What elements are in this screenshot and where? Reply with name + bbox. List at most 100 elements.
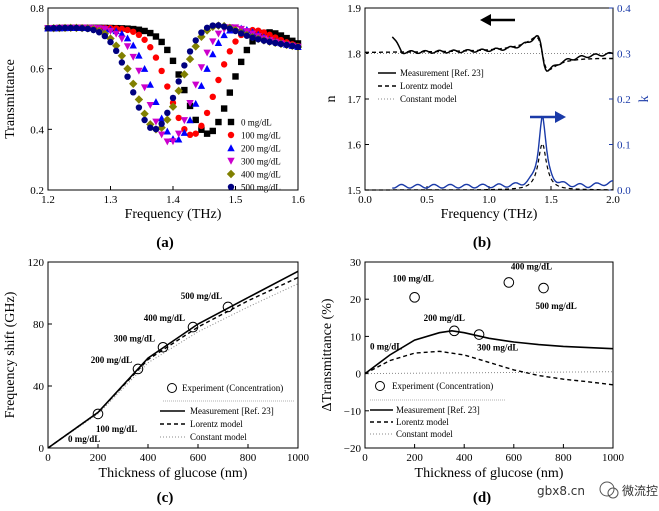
panel-a-point: [135, 51, 143, 59]
panel-a-point: [215, 118, 222, 126]
panel-a-point: [209, 127, 216, 135]
panel-a-point: [163, 127, 172, 135]
panel-a-point: [272, 30, 279, 37]
panel-a-point: [130, 28, 137, 35]
panel-d-xtick-label: 800: [555, 452, 572, 464]
panel-c-experiment-point: [157, 341, 169, 353]
panel-d-frame: [364, 261, 614, 449]
panel-a-point: [185, 54, 195, 64]
panel-a-point: [169, 57, 177, 65]
panel-a-point: [174, 135, 183, 143]
panel-a-ytick-label: 0.6: [30, 64, 44, 76]
panel-a-point: [174, 130, 183, 138]
panel-c-xtick-label: 400: [140, 452, 157, 464]
legend-experiment-marker: [167, 383, 177, 393]
legend-label: 200 mg/dL: [241, 144, 281, 154]
legend-marker: [227, 144, 235, 152]
panel-a-xlabel: Frequency (THz): [125, 207, 222, 222]
panel-a-point: [134, 95, 144, 104]
panel-a-point: [135, 67, 143, 75]
panel-a-point: [249, 38, 256, 45]
panel-a-point: [226, 25, 234, 32]
panel-a-point: [163, 115, 172, 124]
panel-b-ylabel-right: k: [637, 96, 652, 103]
panel-a-point: [203, 49, 211, 57]
panel-a-point: [232, 27, 239, 35]
panel-a-point: [283, 34, 290, 42]
panel-a-point: [117, 51, 127, 60]
panel-b-legend: Measurement [Ref. 23] Lorentz model Cons…: [378, 68, 484, 104]
panel-c-experiment-point: [92, 408, 104, 420]
panel-a-point: [112, 47, 120, 55]
legend-lorentz: Lorentz model: [400, 81, 453, 91]
panel-a-xtick-label: 1.4: [166, 194, 180, 206]
panel-a-point: [237, 58, 245, 66]
panel-a-point: [215, 22, 222, 29]
panel-d-xtick-label: 600: [506, 452, 523, 464]
panel-a-point: [180, 128, 189, 136]
legend-marker: [227, 118, 235, 126]
panel-d-experiment-point: [503, 277, 515, 288]
panel-c-ytick-label: 40: [33, 381, 45, 393]
panel-c-xtick-label: 0: [45, 452, 51, 464]
panel-a-point: [107, 38, 114, 46]
arrow-left-head: [480, 14, 491, 26]
panel-a-point: [192, 81, 200, 89]
panel-a-point: [289, 37, 296, 45]
wechat-icon: [599, 481, 615, 497]
panel-a-point: [164, 83, 171, 90]
panel-c-xlabel: Thickness of glucose (nm): [99, 466, 248, 481]
panel-a-xtick-label: 1.5: [229, 194, 243, 206]
panel-a-point: [135, 31, 143, 39]
panel-d-concentration-label: 400 mg/dL: [511, 261, 552, 271]
panel-a-point: [232, 73, 239, 80]
panel-a: 1.2 1.3 1.4 1.5 1.6 0.2 0.4 0.6 0.8 Frequency (T…: [3, 3, 305, 251]
legend-experiment: Experiment (Concentration): [392, 381, 493, 391]
panel-a-point: [209, 93, 216, 101]
panel-a-point: [283, 41, 290, 49]
lorentz-k-line: [365, 142, 613, 191]
panel-a-point: [130, 89, 137, 96]
panel-d-measurement-line: [364, 329, 614, 375]
panel-c-experiment-point: [222, 301, 234, 313]
panel-c-experiment-point: [132, 363, 144, 375]
panel-a-point: [73, 24, 80, 32]
panel-b-ytick-right-label: 0.4: [617, 3, 631, 15]
panel-d: 0 200 400 600 800 1000 −20 −10 0 10 20 30 0 mg/dL 10…: [320, 257, 625, 506]
panel-a-point: [180, 117, 189, 125]
panel-a-point: [135, 26, 143, 33]
panel-b-xtick-label: 1.5: [544, 194, 558, 206]
panel-b-xtick-label: 2.0: [606, 194, 620, 206]
panel-a-point: [243, 46, 251, 54]
panel-a-point: [203, 64, 211, 72]
legend-measurement: Measurement [Ref. 23]: [400, 68, 484, 78]
panel-c-concentration-label: 500 mg/dL: [181, 291, 222, 301]
panel-a-point: [140, 64, 149, 72]
legend-marker: [226, 169, 236, 179]
panel-a-point: [277, 32, 285, 39]
panel-a-point: [266, 31, 273, 39]
panel-a-point: [198, 122, 205, 130]
legend-constant: Constant model: [400, 94, 457, 104]
panel-d-experiment-point: [473, 329, 485, 340]
wechat-icon-bubble: [607, 487, 619, 499]
panel-a-point: [147, 29, 154, 37]
panel-a-point: [152, 33, 160, 40]
panel-a-point: [169, 138, 177, 146]
panel-c-constant-line: [47, 283, 299, 449]
panel-a-point: [192, 116, 199, 124]
panel-a-point: [214, 30, 223, 38]
panel-a-point: [124, 26, 131, 34]
legend-marker: [227, 183, 235, 191]
panel-d-ytick-label: −10: [344, 406, 362, 418]
legend-constant: Constant model: [396, 429, 453, 439]
panel-b-label: (b): [473, 235, 491, 251]
panel-a-point: [146, 102, 154, 109]
panel-a-point: [140, 84, 149, 92]
panel-b-ylabel: n: [324, 96, 339, 103]
panel-a-point: [186, 48, 194, 55]
panel-a-xtick-label: 1.2: [41, 194, 55, 206]
legend-marker: [227, 131, 235, 139]
panel-a-point: [175, 78, 182, 85]
panel-a-point: [197, 64, 206, 72]
